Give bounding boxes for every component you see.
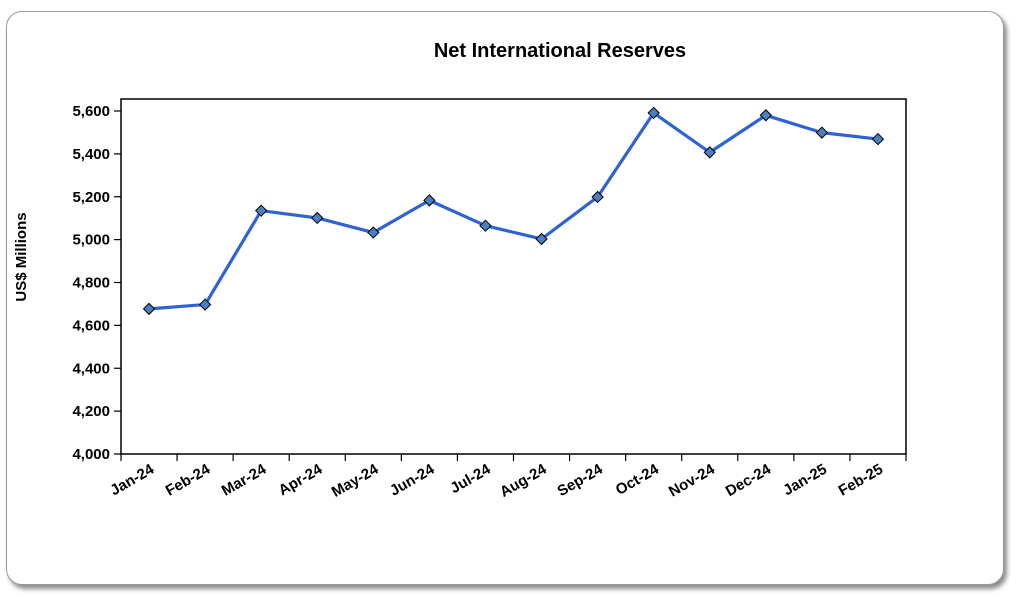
y-tick-label: 4,200	[72, 403, 110, 420]
data-point-marker	[759, 109, 773, 122]
data-point-marker	[591, 190, 604, 204]
x-axis: Jan-24 Feb-24 Mar-24 Apr-24 May-24 Jun-24 Jul-…	[107, 454, 907, 501]
x-tick-label: Jun-24	[387, 460, 438, 499]
x-tick-label: May-24	[329, 460, 382, 500]
y-tick-label: 5,600	[72, 103, 110, 120]
data-point-marker	[647, 106, 660, 120]
series-group	[142, 106, 885, 316]
x-tick-label: Mar-24	[219, 460, 270, 499]
data-point-marker	[535, 232, 548, 246]
data-point-marker	[198, 298, 212, 311]
x-tick-label: Feb-24	[163, 460, 214, 499]
data-point-marker	[423, 194, 436, 207]
data-point-marker	[367, 226, 380, 239]
x-tick-label: Oct-24	[613, 460, 662, 498]
data-point-marker	[254, 204, 268, 217]
chart-title: Net International Reserves	[434, 40, 686, 62]
y-tick-label: 4,600	[72, 317, 110, 334]
y-axis: 4,000 4,200 4,400 4,600 4,800 5,000 5,200 5,400…	[72, 103, 121, 463]
y-tick-label: 4,800	[72, 275, 110, 292]
x-tick-label: Jan-24	[107, 460, 157, 499]
y-tick-label: 5,400	[72, 146, 110, 163]
data-point-marker	[871, 132, 885, 146]
x-tick-label: Jan-25	[780, 461, 830, 499]
x-tick-label: Feb-25	[836, 461, 886, 500]
y-tick-label: 4,000	[72, 446, 110, 463]
x-tick-label: Nov-24	[666, 460, 718, 500]
x-tick-label: Apr-24	[276, 460, 326, 499]
x-tick-label: Dec-24	[723, 460, 775, 500]
data-point-marker	[815, 126, 829, 139]
y-tick-label: 5,200	[72, 189, 110, 206]
data-point-marker	[703, 146, 716, 159]
y-tick-label: 4,400	[72, 360, 110, 377]
data-point-marker	[142, 302, 156, 316]
data-point-marker	[311, 211, 324, 225]
x-tick-label: Jul-24	[447, 460, 494, 497]
plot-area	[120, 98, 907, 455]
y-axis-label: US$ Millions	[13, 212, 30, 301]
data-point-marker	[479, 219, 492, 232]
x-tick-label: Aug-24	[497, 460, 550, 500]
y-tick-label: 5,000	[72, 232, 110, 249]
x-tick-label: Sep-24	[554, 460, 606, 500]
series-line	[148, 111, 879, 311]
